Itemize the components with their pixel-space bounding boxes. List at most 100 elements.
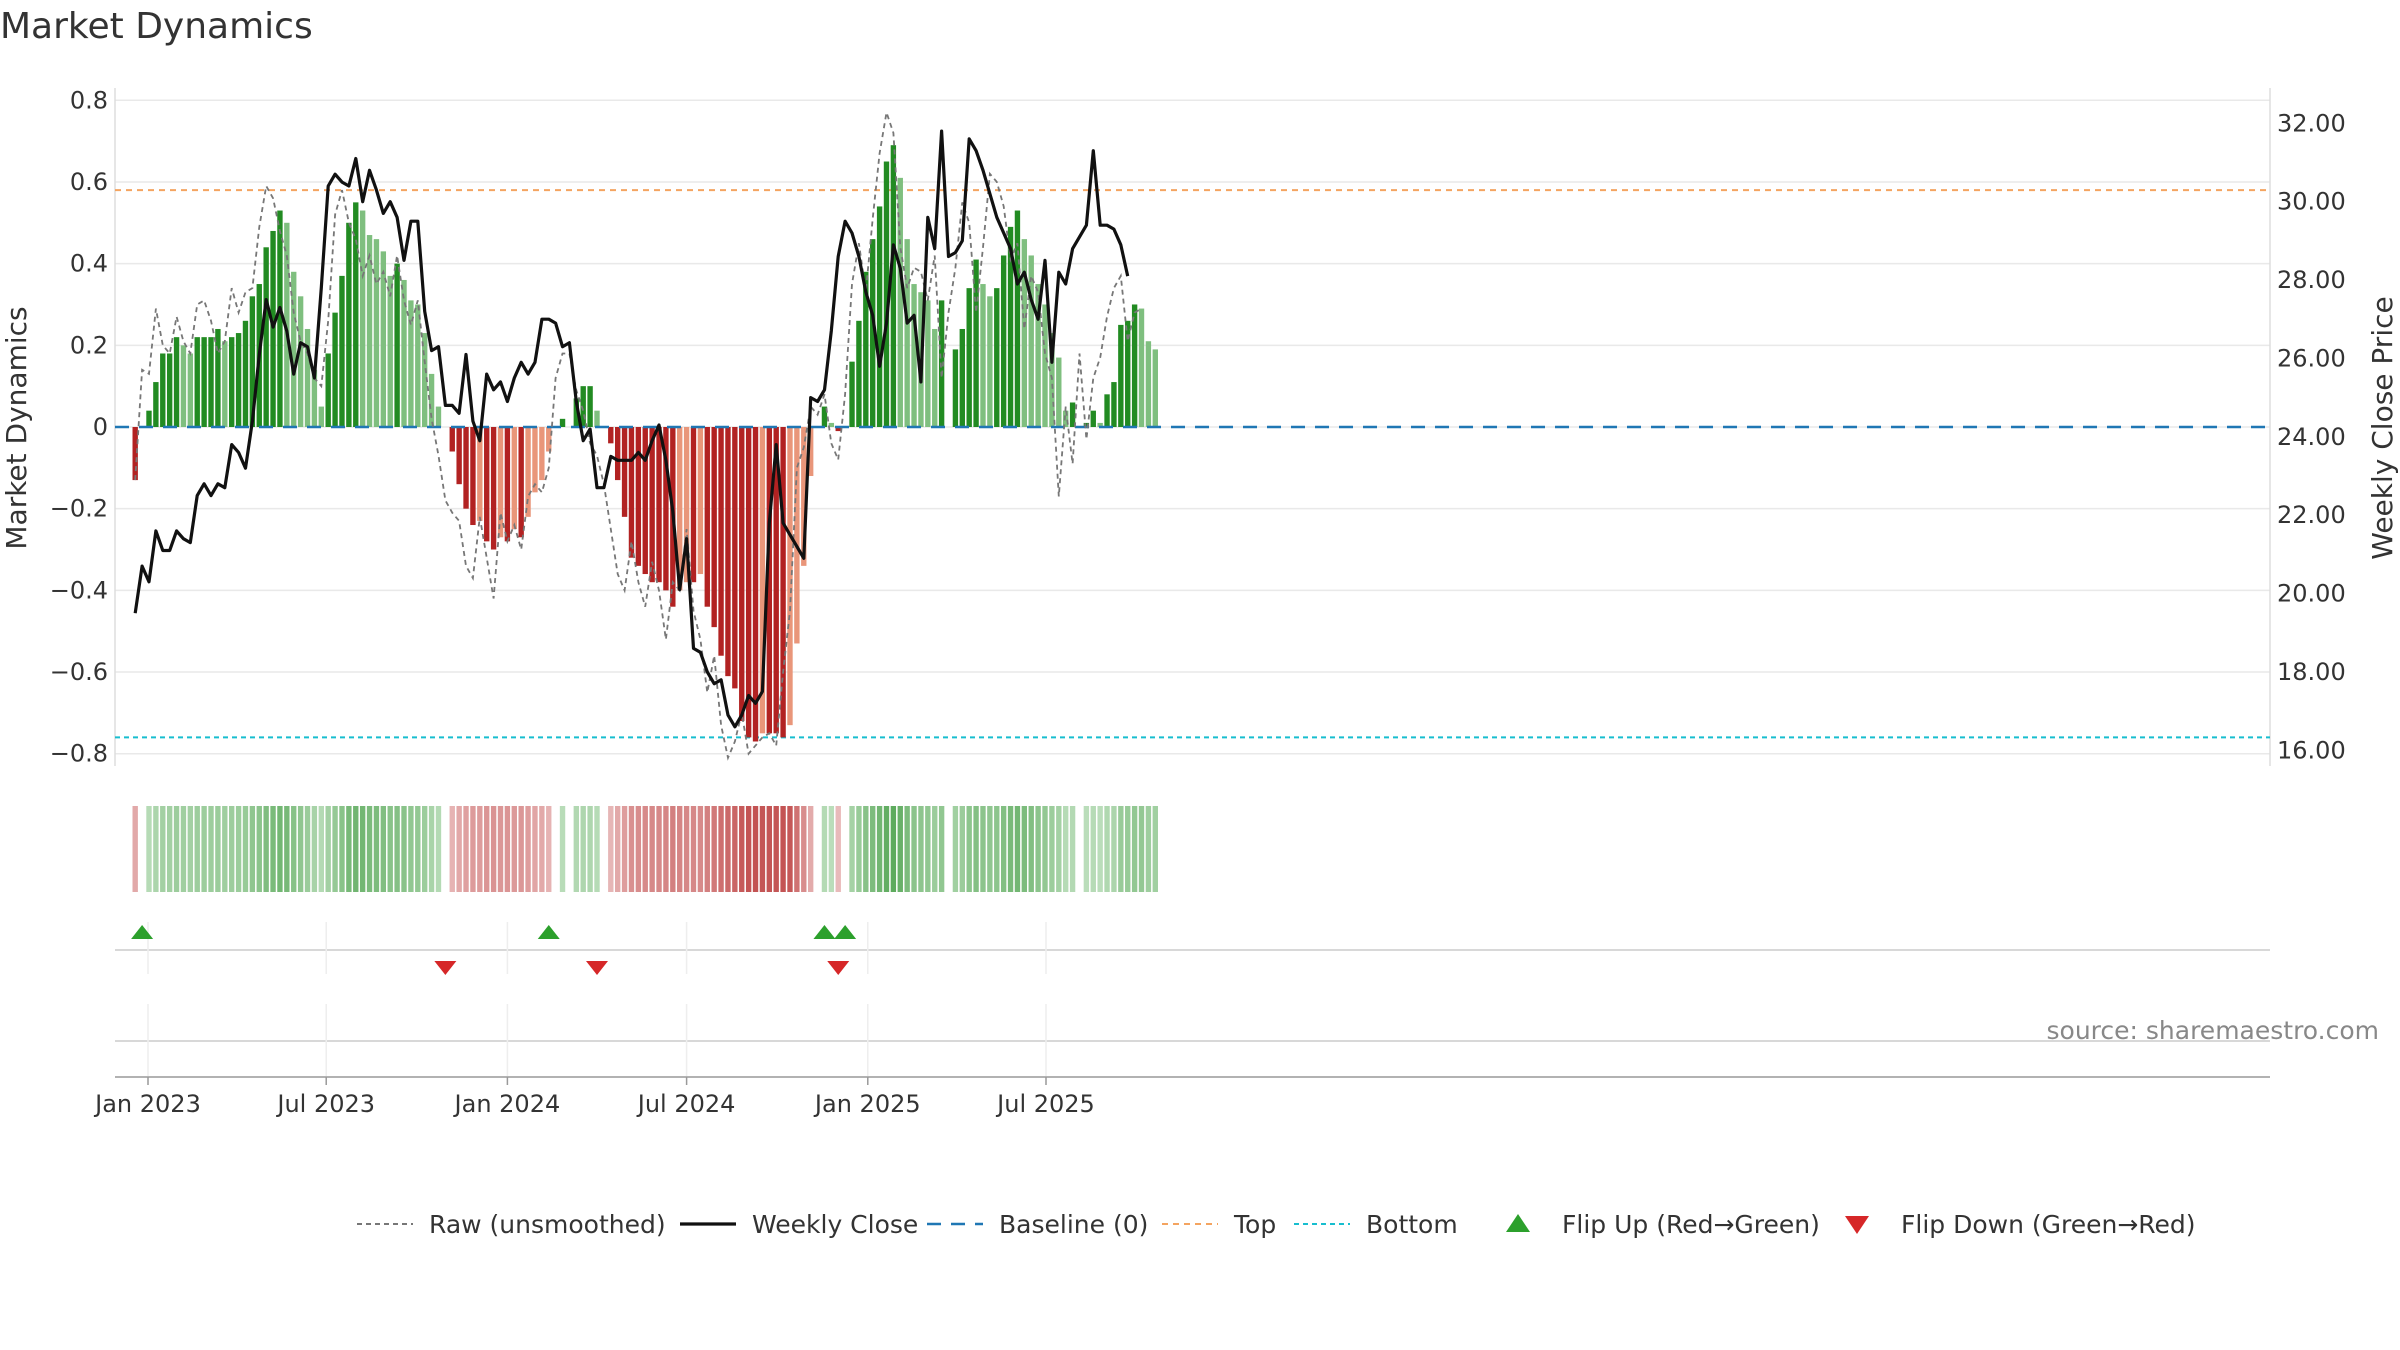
heat-cell: [704, 806, 710, 892]
dynamics-bar: [132, 427, 138, 481]
right-y-tick-label: 20.00: [2277, 580, 2346, 608]
heat-cell: [277, 806, 283, 892]
dynamics-bar: [1021, 239, 1028, 427]
heat-cell: [518, 806, 524, 892]
dynamics-bar: [911, 284, 917, 427]
dynamics-bar: [1014, 210, 1021, 427]
dynamics-bar: [801, 427, 807, 566]
dynamics-bar: [146, 410, 152, 427]
dynamics-bar: [725, 427, 731, 677]
dynamics-bar: [484, 427, 490, 542]
right-y-tick-label: 16.00: [2277, 736, 2346, 764]
dynamics-bar: [773, 427, 779, 734]
dynamics-bar: [849, 361, 855, 427]
dynamics-bar: [380, 251, 387, 427]
dynamics-bar: [394, 263, 400, 427]
heat-cell: [180, 806, 187, 892]
weekly-close-line: [133, 129, 1130, 729]
heat-cell: [415, 806, 421, 892]
dynamics-bar: [332, 312, 338, 427]
right-y-tick-label: 18.00: [2277, 658, 2346, 686]
heat-cell: [732, 806, 738, 892]
dynamics-bar: [518, 427, 524, 538]
dynamics-bar: [1063, 410, 1069, 427]
heat-cell: [925, 806, 931, 892]
dynamics-bar: [311, 369, 318, 427]
heat-cell: [1111, 806, 1117, 892]
heat-cell: [401, 806, 407, 892]
heat-cell: [366, 806, 373, 892]
heat-cell: [490, 806, 497, 892]
dynamics-bar: [401, 279, 407, 427]
dynamics-bar: [870, 239, 876, 427]
heat-cell: [484, 806, 490, 892]
dynamics-bar: [242, 320, 249, 427]
legend-label: Flip Up (Red→Green): [1562, 1210, 1820, 1239]
heat-cell: [291, 806, 297, 892]
heat-cell: [208, 806, 214, 892]
dynamics-bar: [1111, 382, 1117, 427]
heat-cell: [1125, 806, 1131, 892]
bars: [115, 145, 2270, 742]
dynamics-bar: [187, 353, 194, 427]
heat-cell: [904, 806, 910, 892]
dynamics-bar: [973, 259, 979, 427]
heat-cell: [428, 806, 435, 892]
dynamics-bar: [932, 328, 938, 427]
heat-cell: [173, 806, 180, 892]
heat-cell: [408, 806, 414, 892]
dynamics-bar: [339, 275, 345, 427]
heat-cell: [249, 806, 256, 892]
right-y-tick-label: 24.00: [2277, 423, 2346, 451]
heat-cell: [656, 806, 662, 892]
dynamics-bar: [373, 239, 380, 427]
dynamics-bar: [594, 410, 600, 427]
heat-cell: [546, 806, 552, 892]
x-tick-label: Jul 2023: [275, 1090, 375, 1118]
dynamics-bar: [649, 427, 655, 583]
dynamics-bar: [366, 235, 373, 427]
heat-cell: [160, 806, 166, 892]
heat-cell: [435, 806, 442, 892]
heat-cell: [1104, 806, 1110, 892]
heat-cell: [1063, 806, 1069, 892]
dynamics-bar: [180, 345, 187, 427]
heat-cell: [745, 806, 752, 892]
heat-cell: [718, 806, 724, 892]
heat-cell: [876, 806, 883, 892]
y-tick-label: −0.8: [50, 740, 108, 768]
flip-down-marker: [586, 961, 608, 975]
legend-swatch: [1845, 1216, 1869, 1234]
legend-label: Raw (unsmoothed): [429, 1210, 666, 1239]
dynamics-bar: [387, 275, 393, 427]
heat-cell: [959, 806, 965, 892]
dynamics-bar: [435, 406, 442, 427]
heat-cell: [856, 806, 862, 892]
dynamics-bar: [463, 427, 469, 509]
dynamics-bar: [863, 271, 869, 427]
heat-cell: [594, 806, 600, 892]
dynamics-bar: [628, 427, 635, 558]
x-tick-label: Jan 2025: [813, 1090, 921, 1118]
legend-label: Weekly Close: [752, 1210, 918, 1239]
heat-cell: [1049, 806, 1055, 892]
dynamics-bar: [173, 337, 180, 427]
dynamics-bar: [1145, 341, 1152, 427]
heat-cell: [215, 806, 221, 892]
heat-cell: [1014, 806, 1021, 892]
heat-cell: [456, 806, 462, 892]
dynamics-bar: [697, 427, 704, 575]
right-y-axis-label: Weekly Close Price: [2366, 296, 2399, 559]
dynamics-bar: [1083, 422, 1090, 427]
dynamics-bar: [415, 304, 421, 427]
heat-cell: [166, 806, 173, 892]
heat-cell: [725, 806, 731, 892]
heat-cell: [973, 806, 979, 892]
heat-cell: [628, 806, 635, 892]
dynamics-bar: [456, 427, 462, 485]
legend-label: Bottom: [1366, 1210, 1458, 1239]
dynamics-bar: [1131, 304, 1138, 427]
dynamics-bar: [297, 296, 304, 427]
heat-cell: [897, 806, 903, 892]
